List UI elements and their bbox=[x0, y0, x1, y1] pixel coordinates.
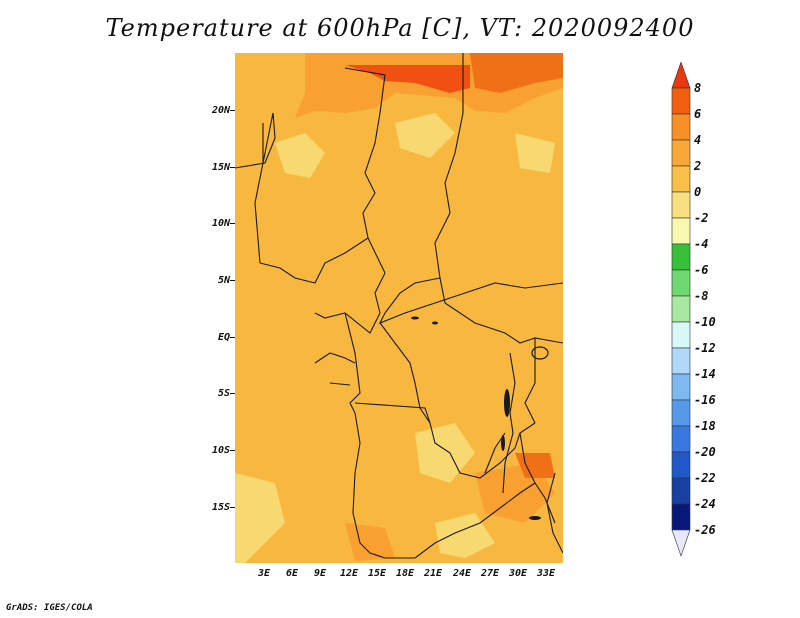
light-patch bbox=[395, 113, 455, 158]
light-patch bbox=[415, 423, 475, 483]
colorbar-label: -8 bbox=[694, 289, 709, 303]
chart-title: Temperature at 600hPa [C], VT: 202009240… bbox=[105, 14, 695, 42]
colorbar-label: -20 bbox=[694, 445, 716, 459]
lon-label: 18E bbox=[395, 568, 415, 579]
colorbar-segment bbox=[671, 503, 691, 531]
lat-label: 10S bbox=[211, 445, 230, 456]
colorbar-label: -4 bbox=[694, 237, 709, 251]
light-patch bbox=[235, 473, 285, 563]
temperature-map bbox=[230, 53, 564, 563]
colorbar-label: -12 bbox=[694, 341, 716, 355]
colorbar-label: -6 bbox=[694, 263, 709, 277]
colorbar-segment bbox=[671, 243, 691, 271]
lon-label: 12E bbox=[339, 568, 359, 579]
colorbar-segment bbox=[671, 269, 691, 297]
lat-label: 5N bbox=[217, 275, 230, 286]
colorbar-label: -14 bbox=[694, 367, 716, 381]
hot-region-southeast bbox=[515, 453, 555, 478]
country-borders bbox=[234, 53, 564, 559]
lat-label: 10N bbox=[211, 218, 230, 229]
lat-label: 15S bbox=[211, 502, 230, 513]
lon-label: 24E bbox=[452, 568, 472, 579]
hottest-region-north bbox=[345, 65, 470, 93]
credit-text: GrADS: IGES/COLA bbox=[6, 603, 93, 613]
lon-label: 21E bbox=[423, 568, 443, 579]
lon-label: 6E bbox=[285, 568, 299, 579]
map-svg bbox=[234, 53, 564, 563]
lon-label: 9E bbox=[313, 568, 327, 579]
colorbar-segment bbox=[671, 477, 691, 505]
hot-region-northeast bbox=[470, 53, 563, 93]
colorbar-segment bbox=[671, 321, 691, 349]
colorbar-label: -16 bbox=[694, 393, 716, 407]
colorbar-label: 6 bbox=[694, 107, 702, 121]
colorbar-svg bbox=[671, 61, 691, 557]
colorbar-segment bbox=[671, 347, 691, 375]
colorbar-label: -22 bbox=[694, 471, 716, 485]
colorbar-label: 0 bbox=[694, 185, 702, 199]
colorbar-segment bbox=[671, 451, 691, 479]
lon-label: 30E bbox=[508, 568, 528, 579]
colorbar-segment bbox=[671, 165, 691, 193]
colorbar bbox=[670, 61, 692, 558]
lakes bbox=[411, 316, 549, 520]
colorbar-segment bbox=[671, 373, 691, 401]
colorbar-label: -26 bbox=[694, 523, 716, 537]
colorbar-label: 8 bbox=[694, 81, 702, 95]
colorbar-segment bbox=[671, 217, 691, 245]
colorbar-label: -18 bbox=[694, 419, 716, 433]
colorbar-segment bbox=[671, 295, 691, 323]
light-patch bbox=[515, 133, 555, 173]
colorbar-label: -10 bbox=[694, 315, 716, 329]
colorbar-segment bbox=[671, 139, 691, 167]
colorbar-segment bbox=[671, 425, 691, 453]
lat-label: EQ bbox=[217, 332, 230, 343]
lat-label: 15N bbox=[211, 162, 230, 173]
colorbar-segment bbox=[671, 61, 691, 89]
colorbar-segment bbox=[671, 113, 691, 141]
colorbar-label: -2 bbox=[694, 211, 709, 225]
colorbar-segment bbox=[671, 191, 691, 219]
colorbar-segment bbox=[671, 87, 691, 115]
light-patch bbox=[275, 133, 325, 178]
colorbar-segment bbox=[671, 529, 691, 557]
light-patch bbox=[435, 513, 495, 558]
lon-label: 33E bbox=[536, 568, 556, 579]
colorbar-segment bbox=[671, 399, 691, 427]
lon-label: 3E bbox=[257, 568, 271, 579]
lat-label: 20N bbox=[211, 105, 230, 116]
colorbar-label: 4 bbox=[694, 133, 702, 147]
lon-label: 27E bbox=[480, 568, 500, 579]
lat-label: 5S bbox=[217, 388, 230, 399]
lon-label: 15E bbox=[367, 568, 387, 579]
colorbar-label: -24 bbox=[694, 497, 716, 511]
colorbar-label: 2 bbox=[694, 159, 702, 173]
